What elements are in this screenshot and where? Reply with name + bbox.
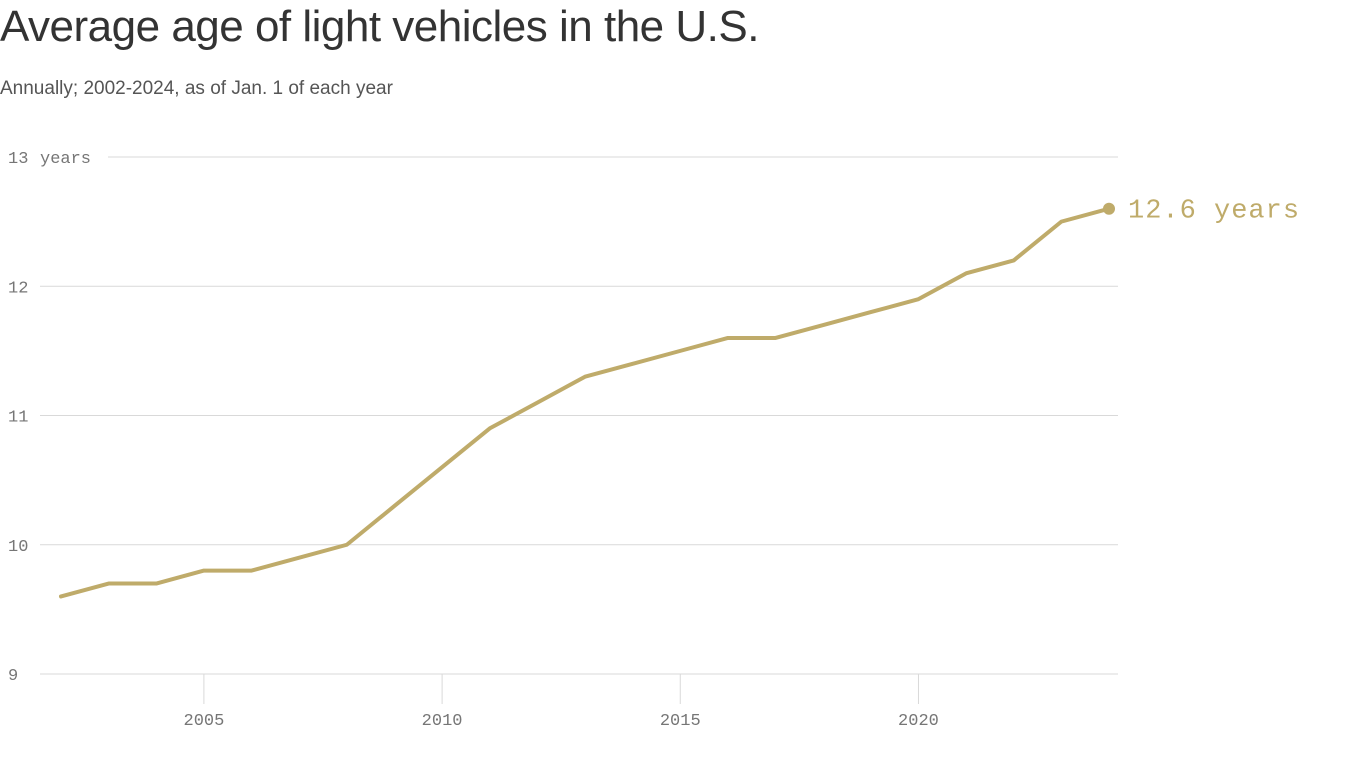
y-tick-label: 12 (8, 279, 28, 298)
y-tick-label: 11 (8, 409, 28, 428)
y-tick-label: 13 (8, 150, 28, 169)
chart-title: Average age of light vehicles in the U.S… (0, 2, 759, 51)
chart-subtitle: Annually; 2002-2024, as of Jan. 1 of eac… (0, 78, 393, 99)
end-value-label: 12.6 years (1128, 197, 1300, 227)
series-line (59, 206, 1111, 599)
y-unit-label: years (40, 150, 91, 169)
axis-labels: 9 10 11 12 13 years 2005 2010 2015 2020 (8, 150, 939, 731)
x-tick-label: 2010 (422, 712, 463, 731)
y-tick-label: 10 (8, 538, 28, 557)
series-layer: 12.6 years (59, 197, 1300, 599)
end-point-marker (1103, 202, 1115, 215)
gridlines (40, 156, 1118, 704)
y-tick-label: 9 (8, 667, 18, 686)
x-tick-label: 2005 (184, 712, 225, 731)
x-tick-label: 2015 (660, 712, 701, 731)
x-tick-label: 2020 (898, 712, 939, 731)
